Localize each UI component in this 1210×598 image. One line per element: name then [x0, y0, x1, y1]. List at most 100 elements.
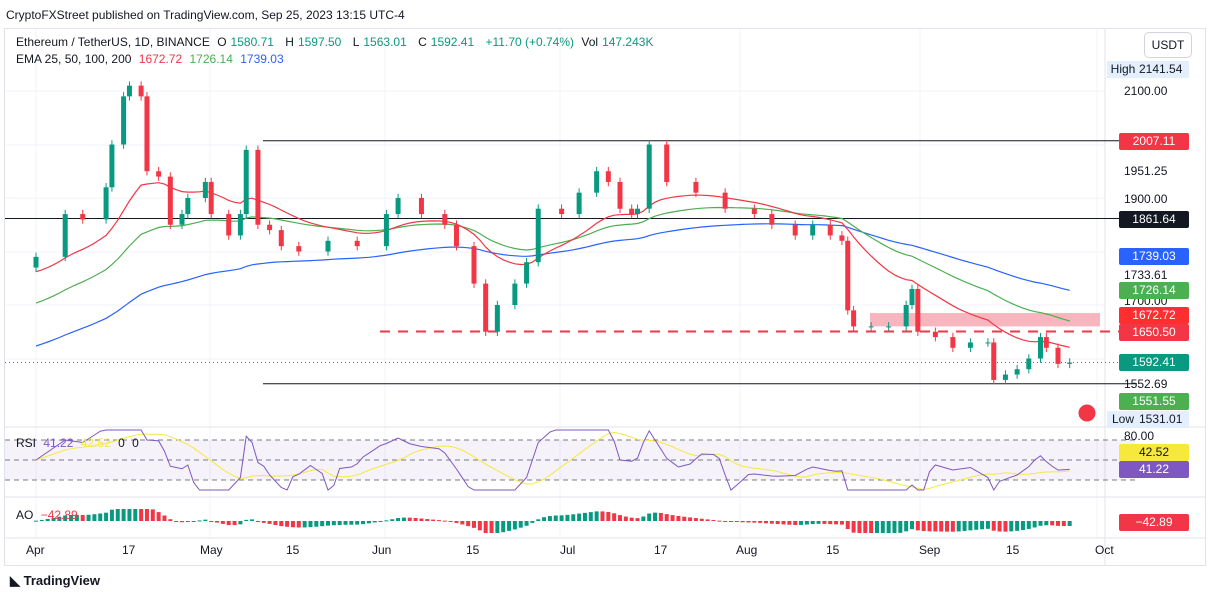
candle-body — [1043, 337, 1049, 348]
ao-bar — [320, 521, 325, 527]
ao-bar — [413, 517, 418, 521]
ao-bar — [104, 512, 109, 521]
ao-bar — [80, 515, 85, 521]
time-label: Jun — [372, 543, 392, 557]
ao-bar — [168, 519, 173, 521]
ao-bar — [857, 521, 862, 533]
candle-body — [442, 214, 448, 225]
candle-body — [524, 262, 530, 284]
ao-bar — [886, 521, 891, 533]
high-marker-value: 2141.54 — [1139, 62, 1183, 76]
ao-bar — [606, 511, 611, 521]
ao-bar — [933, 521, 938, 532]
candle-body — [144, 96, 150, 172]
time-label: Jul — [560, 543, 576, 557]
price-tag-last: 1592.41 — [1119, 354, 1189, 371]
ao-bar — [361, 521, 366, 525]
ao-bar — [308, 521, 313, 528]
time-label: 17 — [122, 543, 136, 557]
ao-bar — [536, 519, 541, 521]
high-value: 1597.50 — [297, 35, 342, 49]
candle-body — [1037, 337, 1043, 359]
ao-bar — [255, 521, 260, 522]
ao-bar — [787, 521, 792, 525]
ao-bar — [279, 521, 284, 527]
ao-bar — [734, 521, 739, 522]
ao-bar — [775, 521, 780, 525]
candle-body — [185, 198, 191, 215]
ao-bar — [372, 521, 377, 523]
ao-bar — [524, 521, 529, 526]
candle-body — [722, 192, 728, 209]
ao-bar — [769, 521, 774, 524]
ao-bar — [349, 521, 354, 525]
ao-bar — [477, 521, 482, 531]
candle-body — [594, 171, 600, 193]
ao-bar — [501, 521, 506, 533]
candle-body — [395, 198, 401, 215]
ao-bar — [699, 518, 704, 521]
price-tag-1551: 1551.55 — [1119, 393, 1189, 410]
ao-bar — [1009, 521, 1014, 532]
ao-bar — [1050, 521, 1055, 526]
time-label: 15 — [466, 543, 480, 557]
candle-body — [208, 181, 214, 215]
ao-bar — [898, 521, 903, 533]
candle-body — [453, 224, 459, 247]
candle-body — [985, 342, 991, 344]
ao-bar — [378, 521, 383, 522]
vol-value: 147.243K — [602, 35, 654, 49]
ema25-value: 1672.72 — [138, 52, 183, 66]
ema-legend[interactable]: EMA 25, 50, 100, 200 1672.72 1726.14 173… — [16, 52, 288, 66]
ao-bar — [927, 521, 932, 532]
ao-bar — [828, 521, 833, 525]
ao-bar — [495, 521, 500, 533]
ao-bar — [215, 521, 220, 523]
ao-bar — [355, 521, 360, 525]
symbol-legend: Ethereum / TetherUS, 1D, BINANCE O 1580.7… — [16, 35, 661, 49]
vol-label: Vol — [581, 35, 599, 49]
rsi-line — [35, 429, 1070, 492]
us-flag-icon — [1077, 403, 1097, 423]
ao-bar — [764, 521, 768, 524]
ao-bar — [238, 521, 243, 525]
candle-body — [278, 230, 284, 247]
ao-bar — [139, 509, 144, 521]
candle-body — [103, 187, 109, 220]
ao-bar — [431, 519, 436, 521]
time-label: Aug — [736, 543, 758, 557]
candle-body — [226, 214, 232, 236]
currency-button[interactable]: USDT — [1144, 32, 1192, 58]
ao-bar — [466, 521, 471, 527]
candle-body — [617, 181, 623, 209]
candle-body — [126, 85, 132, 97]
candle-body — [792, 224, 798, 236]
axis-label: 1552.69 — [1124, 377, 1168, 391]
ao-bar — [57, 516, 62, 521]
ao-bar — [664, 514, 669, 521]
candle-body — [354, 240, 360, 247]
candle-body — [1055, 347, 1061, 364]
ao-bar — [296, 521, 301, 528]
rsi-extra: 0 — [132, 436, 139, 450]
ao-bar — [728, 521, 733, 522]
ao-bar — [407, 517, 412, 521]
tradingview-logo[interactable]: ◣ TradingView — [10, 573, 100, 589]
candle-body — [1067, 362, 1073, 364]
ao-bar — [162, 515, 167, 521]
ao-bar — [647, 513, 652, 521]
time-label: May — [200, 543, 223, 557]
ao-tag: −42.89 — [1119, 514, 1189, 531]
candle-body — [167, 176, 173, 225]
ao-bar — [220, 521, 225, 524]
ao-bar — [1056, 521, 1060, 526]
ao-bar — [653, 512, 658, 521]
candle-body — [932, 331, 938, 338]
ao-bar — [793, 521, 798, 526]
candle-body — [646, 144, 652, 209]
price-tag-2007: 2007.11 — [1119, 133, 1189, 150]
ao-bar — [436, 520, 441, 522]
ao-bar — [518, 521, 523, 528]
ao-bar — [974, 521, 979, 530]
